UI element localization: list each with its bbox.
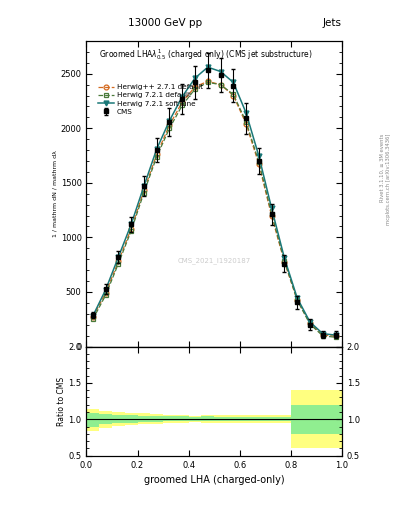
Herwig++ 2.7.1 default xyxy=(206,78,210,84)
Herwig++ 2.7.1 default xyxy=(154,152,159,158)
Herwig 7.2.1 default xyxy=(167,125,172,132)
Herwig 7.2.1 default xyxy=(206,79,210,86)
Herwig 7.2.1 default xyxy=(295,297,299,303)
Herwig++ 2.7.1 default xyxy=(257,161,261,167)
Herwig 7.2.1 softTune xyxy=(218,69,223,75)
Herwig 7.2.1 softTune xyxy=(295,295,299,301)
Herwig 7.2.1 default xyxy=(257,159,261,165)
Text: Groomed LHA$\lambda^{1}_{0.5}$ (charged only) (CMS jet substructure): Groomed LHA$\lambda^{1}_{0.5}$ (charged … xyxy=(99,47,313,62)
Herwig 7.2.1 softTune xyxy=(308,319,312,325)
Herwig++ 2.7.1 default xyxy=(167,122,172,128)
Herwig 7.2.1 softTune xyxy=(90,313,95,319)
Herwig 7.2.1 default xyxy=(218,81,223,88)
Herwig 7.2.1 default xyxy=(141,189,146,196)
Herwig++ 2.7.1 default xyxy=(282,259,287,265)
Herwig++ 2.7.1 default xyxy=(90,314,95,320)
Herwig++ 2.7.1 default xyxy=(141,187,146,194)
Herwig++ 2.7.1 default xyxy=(244,121,248,127)
X-axis label: groomed LHA (charged-only): groomed LHA (charged-only) xyxy=(144,475,285,485)
Herwig 7.2.1 softTune xyxy=(154,146,159,152)
Herwig 7.2.1 default xyxy=(244,119,248,125)
Herwig 7.2.1 softTune xyxy=(116,254,121,260)
Herwig 7.2.1 default xyxy=(180,102,185,109)
Line: Herwig++ 2.7.1 default: Herwig++ 2.7.1 default xyxy=(90,79,338,338)
Text: CMS_2021_I1920187: CMS_2021_I1920187 xyxy=(178,258,251,264)
Herwig 7.2.1 softTune xyxy=(231,79,236,86)
Herwig 7.2.1 softTune xyxy=(103,287,108,293)
Herwig 7.2.1 default xyxy=(193,86,197,92)
Herwig++ 2.7.1 default xyxy=(180,99,185,105)
Herwig++ 2.7.1 default xyxy=(269,213,274,219)
Herwig 7.2.1 softTune xyxy=(129,221,134,227)
Text: Rivet 3.1.10, ≥ 3M events
mcplots.cern.ch [arXiv:1306.3436]: Rivet 3.1.10, ≥ 3M events mcplots.cern.c… xyxy=(380,134,391,225)
Herwig++ 2.7.1 default xyxy=(103,290,108,296)
Herwig 7.2.1 softTune xyxy=(141,183,146,189)
Line: Herwig 7.2.1 default: Herwig 7.2.1 default xyxy=(90,80,338,339)
Y-axis label: Ratio to CMS: Ratio to CMS xyxy=(57,376,66,425)
Herwig 7.2.1 default xyxy=(116,261,121,267)
Herwig 7.2.1 default xyxy=(333,334,338,340)
Herwig 7.2.1 default xyxy=(320,333,325,339)
Herwig 7.2.1 softTune xyxy=(333,332,338,338)
Y-axis label: 1 / mathrm dN / mathrm dλ: 1 / mathrm dN / mathrm dλ xyxy=(53,151,58,237)
Herwig++ 2.7.1 default xyxy=(129,226,134,232)
Herwig++ 2.7.1 default xyxy=(193,84,197,90)
Herwig++ 2.7.1 default xyxy=(218,81,223,88)
Herwig++ 2.7.1 default xyxy=(295,297,299,303)
Herwig++ 2.7.1 default xyxy=(116,259,121,265)
Herwig 7.2.1 softTune xyxy=(269,205,274,211)
Herwig 7.2.1 default xyxy=(269,211,274,217)
Herwig 7.2.1 softTune xyxy=(244,110,248,116)
Herwig 7.2.1 softTune xyxy=(257,153,261,159)
Herwig 7.2.1 default xyxy=(154,154,159,160)
Herwig++ 2.7.1 default xyxy=(320,332,325,338)
Herwig++ 2.7.1 default xyxy=(231,93,236,99)
Herwig 7.2.1 softTune xyxy=(193,75,197,81)
Herwig 7.2.1 default xyxy=(308,321,312,327)
Text: Jets: Jets xyxy=(323,18,342,28)
Line: Herwig 7.2.1 softTune: Herwig 7.2.1 softTune xyxy=(90,65,338,337)
Herwig 7.2.1 softTune xyxy=(320,331,325,337)
Herwig 7.2.1 softTune xyxy=(167,118,172,124)
Herwig 7.2.1 default xyxy=(90,316,95,323)
Herwig 7.2.1 softTune xyxy=(180,94,185,100)
Legend: Herwig++ 2.7.1 default, Herwig 7.2.1 default, Herwig 7.2.1 softTune, CMS: Herwig++ 2.7.1 default, Herwig 7.2.1 def… xyxy=(95,81,206,118)
Herwig 7.2.1 default xyxy=(129,228,134,234)
Herwig 7.2.1 softTune xyxy=(206,64,210,70)
Herwig 7.2.1 default xyxy=(282,258,287,264)
Herwig 7.2.1 softTune xyxy=(282,255,287,261)
Herwig++ 2.7.1 default xyxy=(333,333,338,339)
Herwig++ 2.7.1 default xyxy=(308,320,312,326)
Text: 13000 GeV pp: 13000 GeV pp xyxy=(128,18,202,28)
Herwig 7.2.1 default xyxy=(231,91,236,97)
Herwig 7.2.1 default xyxy=(103,292,108,298)
